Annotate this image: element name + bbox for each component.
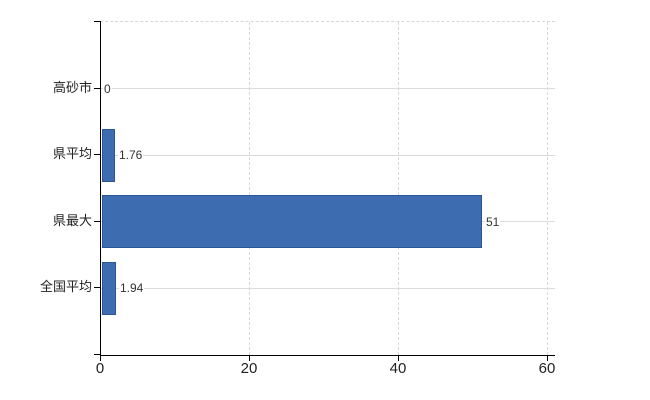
y-axis-end-tick [94,354,101,355]
bar [102,195,482,248]
category-label: 全国平均 [39,279,92,294]
category-label: 高砂市 [52,80,92,95]
x-gridline [249,22,251,355]
bar [102,262,116,315]
y-axis-tick [94,221,101,222]
category-gridline [101,154,555,156]
bar [102,129,115,182]
value-label: 1.76 [118,147,144,163]
category-gridline [101,88,555,90]
y-axis-tick [94,154,101,155]
value-label: 0 [103,81,112,97]
x-tick-label: 20 [240,360,258,377]
x-gridline [398,22,400,355]
x-tick-label: 0 [95,360,105,377]
value-label: 1.94 [119,280,145,296]
x-axis-tick [249,355,250,361]
category-label: 県最大 [52,213,92,228]
x-axis-tick [547,355,548,361]
y-axis-tick [94,287,101,288]
x-axis-tick [100,355,101,361]
plot-area: 0 1.76 51 1.94 [100,21,555,356]
x-gridline [547,22,549,355]
x-tick-label: 60 [538,360,556,377]
category-label: 県平均 [52,146,92,161]
category-gridline [101,287,555,289]
x-axis-tick [398,355,399,361]
y-axis-tick [94,88,101,89]
value-label: 51 [485,214,501,230]
y-axis-end-tick [94,21,101,22]
x-tick-label: 40 [389,360,407,377]
